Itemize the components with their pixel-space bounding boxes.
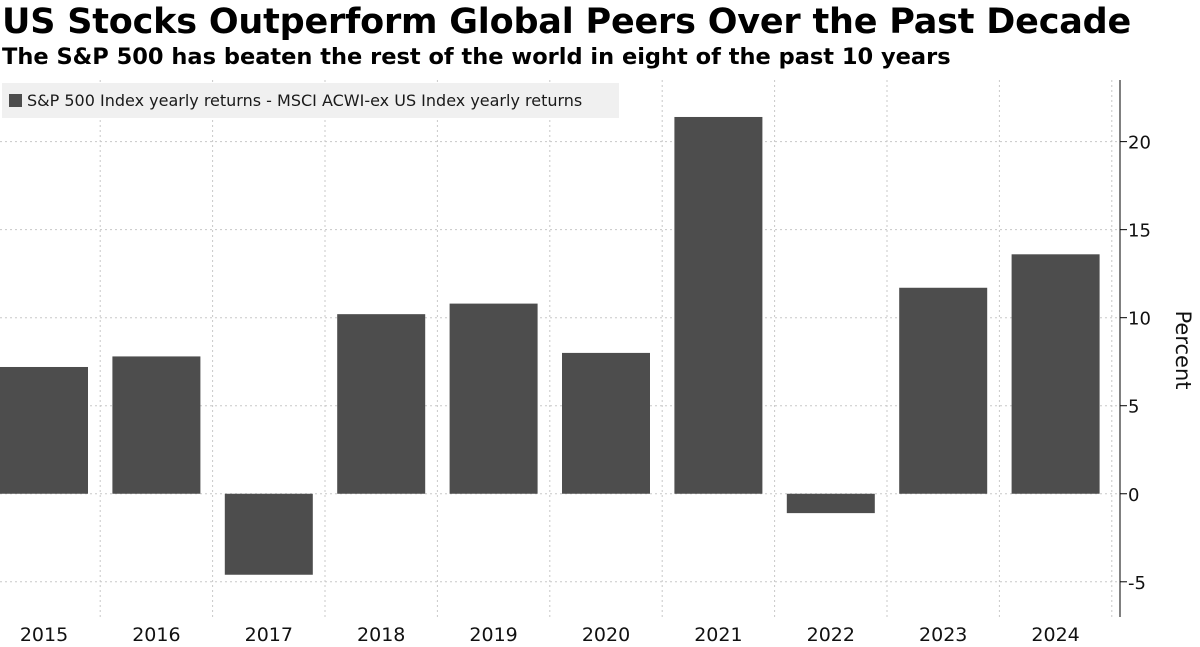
x-tick-label: 2019 xyxy=(469,624,517,646)
chart-subtitle: The S&P 500 has beaten the rest of the w… xyxy=(2,44,951,70)
y-axis-title: Percent xyxy=(1171,310,1195,389)
legend-swatch xyxy=(9,94,22,107)
bar-2022 xyxy=(786,493,875,514)
bar-2018 xyxy=(337,314,426,494)
y-tick-label: 20 xyxy=(1128,133,1151,154)
bars xyxy=(0,116,1100,575)
bar-2019 xyxy=(449,303,538,494)
y-axis: -5 0 5 10 15 20 Percent xyxy=(1119,80,1195,617)
bar-2023 xyxy=(899,287,988,494)
bar-2021 xyxy=(674,116,763,494)
chart-title: US Stocks Outperform Global Peers Over t… xyxy=(2,2,1132,42)
x-tick-label: 2023 xyxy=(919,624,967,646)
x-tick-label: 2016 xyxy=(132,624,180,646)
x-axis-labels: 2015 2016 2017 2018 2019 2020 2021 2022 2023 2024 xyxy=(20,624,1080,646)
bar-2017 xyxy=(224,493,313,575)
x-tick-label: 2021 xyxy=(694,624,742,646)
bar-2020 xyxy=(562,352,650,494)
y-tick-label: 15 xyxy=(1128,221,1151,242)
x-tick-label: 2020 xyxy=(582,624,630,646)
y-tick-label: -5 xyxy=(1128,573,1146,594)
x-tick-label: 2017 xyxy=(245,624,293,646)
bar-2024 xyxy=(1011,254,1100,494)
x-tick-label: 2015 xyxy=(20,624,68,646)
x-tick-label: 2018 xyxy=(357,624,405,646)
legend-label: S&P 500 Index yearly returns - MSCI ACWI… xyxy=(27,91,582,110)
legend: S&P 500 Index yearly returns - MSCI ACWI… xyxy=(2,83,619,118)
y-tick-label: 0 xyxy=(1128,485,1139,506)
bar-2015 xyxy=(0,366,88,494)
bar-2016 xyxy=(112,356,201,494)
x-tick-label: 2022 xyxy=(807,624,855,646)
x-tick-label: 2024 xyxy=(1031,624,1079,646)
y-tick-label: 10 xyxy=(1128,309,1151,330)
y-tick-label: 5 xyxy=(1128,397,1139,418)
legend-box xyxy=(2,83,619,118)
